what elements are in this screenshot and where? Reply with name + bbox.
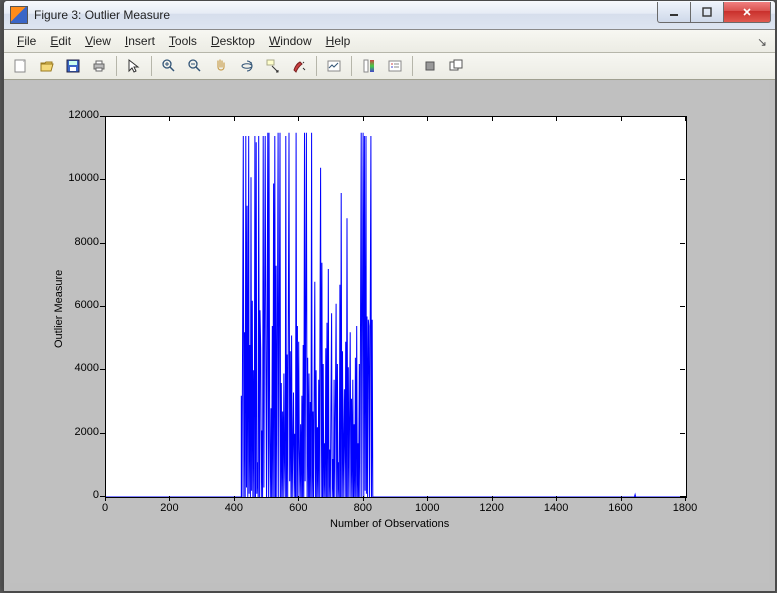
y-tick-label: 4000 — [75, 362, 99, 374]
y-tick-label: 0 — [93, 489, 99, 501]
window-title: Figure 3: Outlier Measure — [34, 8, 657, 22]
axes[interactable] — [105, 116, 687, 498]
x-tick-label: 1400 — [542, 502, 570, 514]
menu-view[interactable]: View — [78, 32, 118, 50]
figure-window: Figure 3: Outlier Measure File Edit View… — [3, 0, 776, 592]
save-button[interactable] — [61, 54, 85, 78]
hide-plot-tools-button[interactable] — [418, 54, 442, 78]
dock-icon[interactable]: ↘ — [757, 35, 769, 47]
print-button[interactable] — [87, 54, 111, 78]
insert-legend-button[interactable] — [383, 54, 407, 78]
brush-button[interactable] — [287, 54, 311, 78]
pan-button[interactable] — [209, 54, 233, 78]
matlab-icon — [10, 6, 28, 24]
close-icon — [741, 6, 753, 18]
data-cursor-button[interactable] — [261, 54, 285, 78]
x-tick-label: 1200 — [478, 502, 506, 514]
menu-insert[interactable]: Insert — [118, 32, 162, 50]
minimize-button[interactable] — [657, 2, 691, 23]
minimize-icon — [668, 6, 680, 18]
menu-help[interactable]: Help — [319, 32, 358, 50]
maximize-icon — [701, 6, 713, 18]
menu-edit[interactable]: Edit — [43, 32, 78, 50]
close-button[interactable] — [724, 2, 771, 23]
x-tick-label: 600 — [284, 502, 312, 514]
menu-file[interactable]: File — [10, 32, 43, 50]
insert-colorbar-button[interactable] — [357, 54, 381, 78]
y-tick-label: 12000 — [68, 109, 99, 121]
rotate-3d-button[interactable] — [235, 54, 259, 78]
y-tick-label: 10000 — [68, 172, 99, 184]
y-tick-label: 2000 — [75, 426, 99, 438]
pointer-button[interactable] — [122, 54, 146, 78]
x-tick-label: 1000 — [413, 502, 441, 514]
show-plot-tools-button[interactable] — [444, 54, 468, 78]
toolbar — [4, 53, 775, 80]
menu-tools[interactable]: Tools — [162, 32, 204, 50]
window-buttons — [657, 2, 771, 22]
menu-window[interactable]: Window — [262, 32, 319, 50]
open-button[interactable] — [35, 54, 59, 78]
figure-area: Outlier Measure Number of Observations 0… — [10, 81, 769, 583]
zoom-out-button[interactable] — [183, 54, 207, 78]
x-tick-label: 1800 — [671, 502, 699, 514]
y-axis-label: Outlier Measure — [53, 270, 65, 348]
x-tick-label: 800 — [349, 502, 377, 514]
zoom-in-button[interactable] — [157, 54, 181, 78]
link-plot-button[interactable] — [322, 54, 346, 78]
x-tick-label: 200 — [155, 502, 183, 514]
y-tick-label: 6000 — [75, 299, 99, 311]
line-plot — [106, 117, 686, 497]
x-axis-label: Number of Observations — [330, 518, 449, 530]
y-tick-label: 8000 — [75, 236, 99, 248]
menu-desktop[interactable]: Desktop — [204, 32, 262, 50]
maximize-button[interactable] — [691, 2, 724, 23]
x-tick-label: 0 — [91, 502, 119, 514]
menubar: File Edit View Insert Tools Desktop Wind… — [4, 30, 775, 53]
new-figure-button[interactable] — [9, 54, 33, 78]
x-tick-label: 1600 — [607, 502, 635, 514]
x-tick-label: 400 — [220, 502, 248, 514]
titlebar[interactable]: Figure 3: Outlier Measure — [4, 1, 775, 30]
